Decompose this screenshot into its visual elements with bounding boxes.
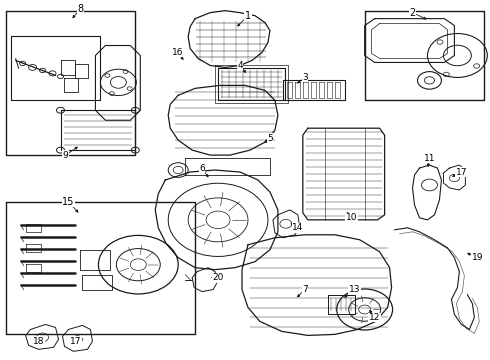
Text: 10: 10 (346, 213, 357, 222)
Text: 8: 8 (77, 4, 83, 14)
Text: 6: 6 (199, 163, 205, 172)
Text: 20: 20 (212, 273, 224, 282)
Text: 18: 18 (33, 337, 44, 346)
Text: 3: 3 (302, 73, 308, 82)
Text: 4: 4 (237, 61, 243, 70)
Text: 1: 1 (245, 11, 251, 21)
Text: 5: 5 (267, 134, 273, 143)
Text: 16: 16 (172, 48, 184, 57)
Text: 17: 17 (70, 337, 81, 346)
Text: 17: 17 (456, 167, 467, 176)
Text: 15: 15 (62, 197, 74, 207)
Text: 14: 14 (292, 223, 303, 232)
Text: 2: 2 (410, 8, 416, 18)
Text: 7: 7 (302, 285, 308, 294)
Text: 12: 12 (369, 313, 380, 322)
Text: 13: 13 (349, 285, 361, 294)
Text: 11: 11 (424, 154, 435, 163)
Text: 19: 19 (471, 253, 483, 262)
Text: 9: 9 (63, 150, 69, 159)
